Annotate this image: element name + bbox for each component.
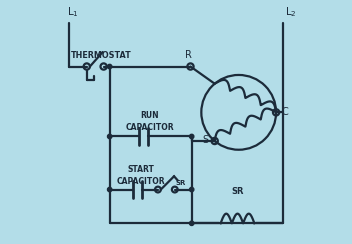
Text: L$_1$: L$_1$	[68, 6, 79, 20]
Text: S: S	[202, 135, 209, 145]
Circle shape	[107, 64, 112, 69]
Text: L$_2$: L$_2$	[284, 6, 296, 20]
Circle shape	[189, 187, 194, 192]
Text: C: C	[281, 107, 288, 117]
Circle shape	[189, 134, 194, 139]
Circle shape	[189, 221, 194, 225]
Text: START: START	[127, 165, 155, 174]
Text: RUN: RUN	[140, 111, 159, 120]
Text: SR: SR	[231, 187, 244, 196]
Text: THERMOSTAT: THERMOSTAT	[71, 51, 132, 61]
Text: SR: SR	[176, 180, 186, 186]
Text: CAPACITOR: CAPACITOR	[117, 177, 165, 186]
Circle shape	[107, 134, 112, 139]
Text: R: R	[184, 51, 191, 61]
Circle shape	[107, 187, 112, 192]
Text: CAPACITOR: CAPACITOR	[125, 123, 174, 132]
